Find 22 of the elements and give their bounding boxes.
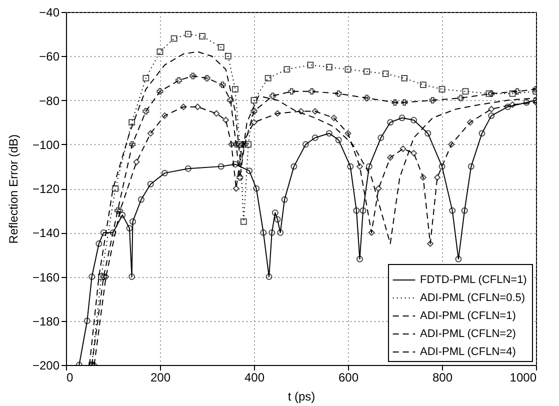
x-tick-label: 200 — [150, 370, 171, 384]
y-tick-label: −40 — [39, 6, 60, 20]
x-tick-label: 1000 — [510, 370, 537, 384]
y-tick-label: −100 — [32, 138, 60, 152]
legend-label: FDTD-PML (CFLN=1) — [420, 274, 527, 286]
legend-label: ADI-PML (CFLN=4) — [420, 346, 516, 358]
x-tick-label: 600 — [338, 370, 359, 384]
x-tick-label: 0 — [66, 370, 74, 384]
legend-label: ADI-PML (CFLN=0.5) — [420, 292, 526, 304]
y-tick-label: −120 — [32, 182, 60, 196]
x-tick-label: 800 — [432, 370, 453, 384]
legend-label: ADI-PML (CFLN=2) — [420, 328, 516, 340]
y-tick-label: −140 — [32, 226, 60, 240]
y-tick-label: −60 — [39, 50, 60, 64]
y-tick-label: −80 — [39, 94, 60, 108]
y-tick-label: −200 — [32, 358, 60, 372]
y-tick-label: −160 — [32, 270, 60, 284]
legend-label: ADI-PML (CFLN=1) — [420, 310, 516, 322]
x-tick-label: 400 — [244, 370, 265, 384]
y-axis-title: Reflection Error (dB) — [6, 134, 20, 244]
x-axis-title: t (ps) — [288, 390, 316, 404]
y-tick-label: −180 — [32, 314, 60, 328]
